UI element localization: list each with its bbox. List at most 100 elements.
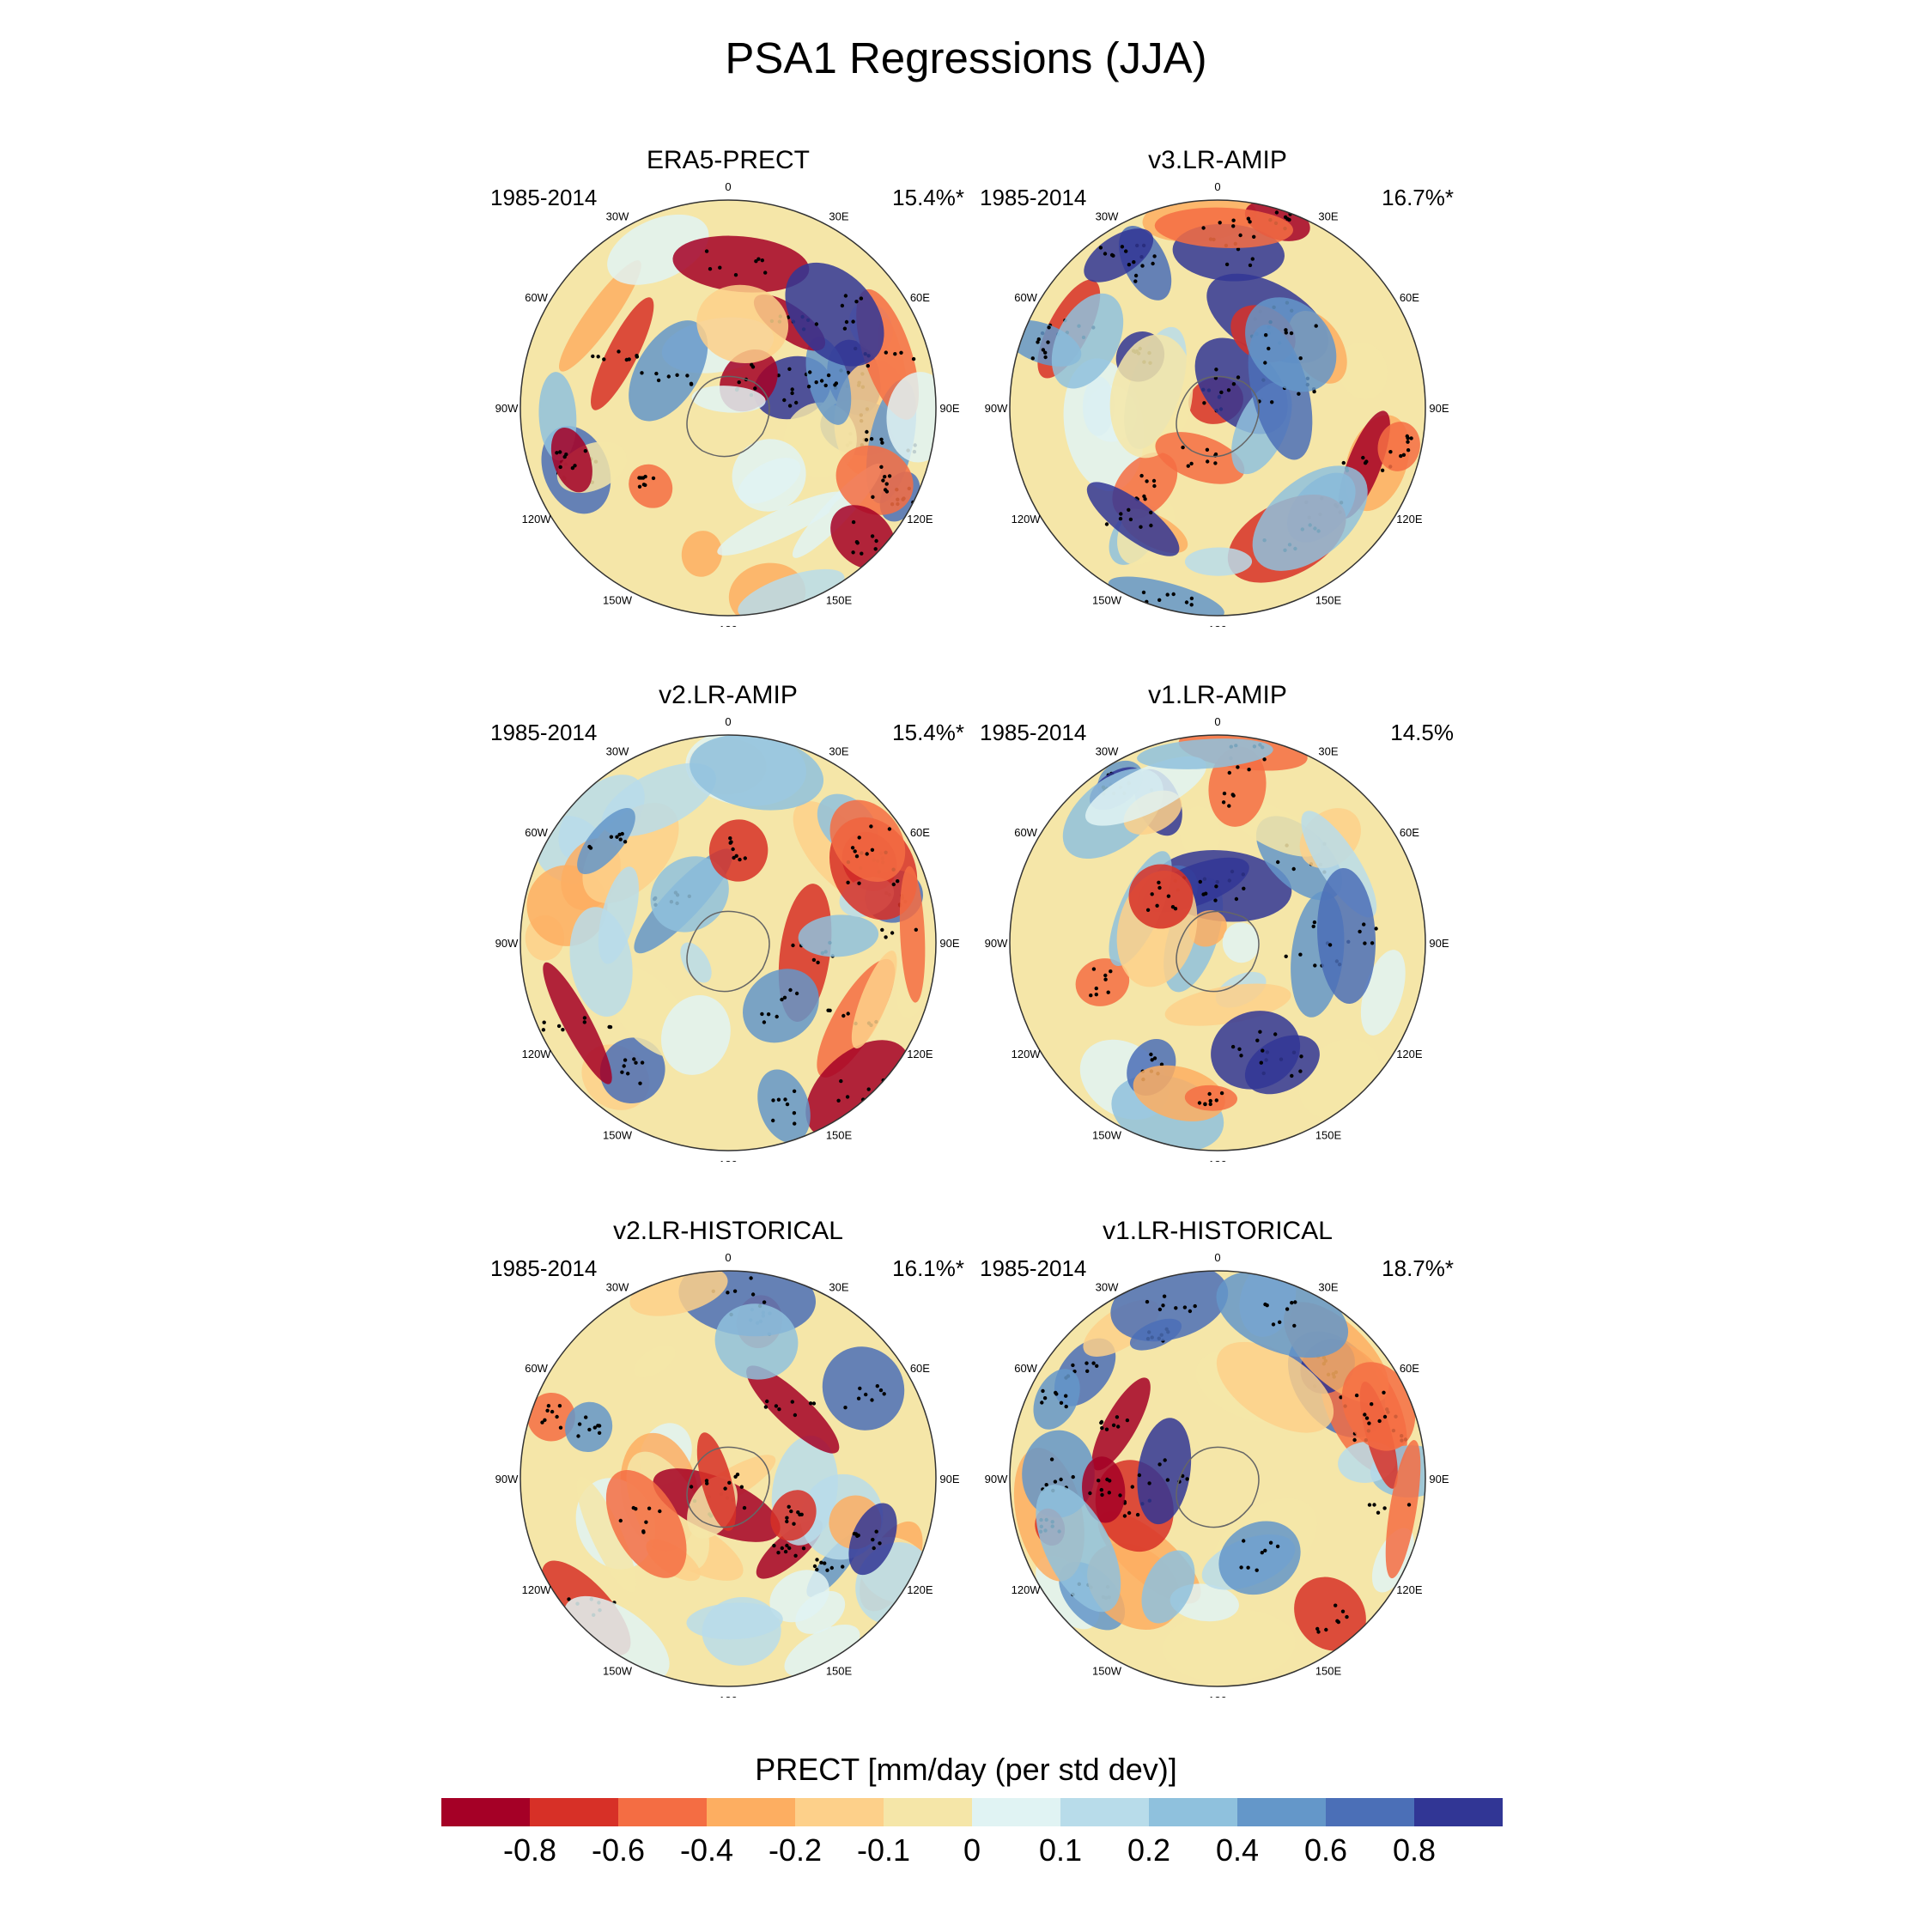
significance-stipple — [1298, 356, 1303, 361]
panel-title: v3.LR-AMIP — [1148, 146, 1287, 174]
significance-stipple — [878, 1541, 882, 1546]
longitude-label: 150W — [1092, 1664, 1122, 1677]
significance-stipple — [1341, 460, 1346, 465]
significance-stipple — [1162, 1294, 1167, 1298]
significance-stipple — [1382, 1414, 1388, 1419]
significance-stipple — [944, 928, 947, 932]
significance-stipple — [739, 1485, 744, 1489]
longitude-label: 180 — [1208, 1158, 1227, 1162]
significance-stipple — [811, 1401, 817, 1406]
significance-stipple — [726, 1291, 730, 1295]
significance-stipple — [615, 835, 619, 839]
significance-stipple — [814, 322, 819, 326]
significance-stipple — [1149, 523, 1153, 528]
significance-stipple — [1406, 440, 1410, 444]
significance-stipple — [1071, 1363, 1075, 1368]
significance-stipple — [1370, 1402, 1374, 1406]
significance-stipple — [815, 1558, 819, 1562]
significance-stipple — [760, 1012, 764, 1017]
significance-stipple — [1085, 1369, 1090, 1373]
longitude-label: 30E — [1318, 210, 1338, 223]
significance-stipple — [1103, 252, 1108, 256]
significance-stipple — [854, 300, 859, 304]
significance-stipple — [731, 847, 735, 852]
significance-stipple — [1149, 510, 1153, 515]
significance-stipple — [1226, 388, 1231, 392]
significance-stipple — [618, 1518, 623, 1523]
significance-stipple — [874, 1529, 878, 1534]
field-patch — [660, 994, 731, 1075]
significance-stipple — [658, 1509, 662, 1514]
longitude-label: 30E — [1318, 745, 1338, 758]
significance-stipple — [626, 1072, 630, 1076]
longitude-label: 120E — [907, 1583, 933, 1596]
significance-stipple — [1242, 886, 1246, 890]
significance-stipple — [1064, 1394, 1068, 1398]
significance-stipple — [618, 837, 623, 841]
figure-title: PSA1 Regressions (JJA) — [725, 33, 1207, 82]
significance-stipple — [1248, 220, 1252, 224]
significance-stipple — [1044, 1483, 1048, 1487]
significance-stipple — [635, 354, 639, 358]
field-patch — [1085, 756, 1206, 826]
significance-stipple — [1188, 1309, 1193, 1314]
colorbar-swatch — [1060, 1798, 1149, 1826]
field-patch — [1109, 334, 1194, 459]
field-patch — [605, 1470, 687, 1578]
significance-stipple — [1159, 1062, 1164, 1066]
significance-stipple — [879, 437, 884, 441]
significance-stipple — [727, 1480, 732, 1485]
map-panel: v1.LR-HISTORICAL 1985-2014 18.7%* 0 30E 60E 90… — [951, 1217, 1484, 1698]
panel-variance-percent: 15.4%* — [892, 720, 964, 745]
longitude-label: 90E — [1429, 402, 1449, 415]
significance-stipple — [1409, 436, 1413, 440]
significance-stipple — [794, 991, 799, 996]
longitude-label: 150E — [826, 593, 853, 606]
significance-stipple — [1185, 1477, 1189, 1481]
field-patch — [1385, 1440, 1421, 1579]
field-patch — [1033, 1369, 1080, 1430]
longitude-label: 150E — [1315, 1128, 1342, 1141]
field-patch — [559, 260, 641, 372]
significance-stipple — [1242, 1539, 1246, 1543]
field-patch — [691, 386, 766, 413]
significance-stipple — [1260, 1551, 1264, 1555]
significance-stipple — [737, 380, 741, 385]
significance-stipple — [1293, 1300, 1297, 1304]
significance-stipple — [1197, 1101, 1202, 1105]
significance-stipple — [708, 267, 713, 271]
significance-stipple — [890, 931, 895, 935]
longitude-label: 180 — [719, 623, 738, 627]
significance-stipple — [623, 840, 628, 844]
field-patch — [550, 427, 592, 493]
significance-stipple — [634, 1507, 638, 1511]
significance-stipple — [836, 1098, 841, 1103]
significance-stipple — [1364, 459, 1369, 464]
map-border — [1009, 734, 1426, 1151]
significance-stipple — [785, 1543, 789, 1548]
significance-stipple — [1152, 483, 1157, 489]
panel-period: 1985-2014 — [980, 1255, 1087, 1281]
significance-stipple — [1250, 257, 1255, 261]
significance-stipple — [647, 1506, 652, 1510]
panel-period: 1985-2014 — [490, 185, 598, 210]
significance-stipple — [1290, 1301, 1294, 1305]
significance-stipple — [582, 1020, 586, 1024]
significance-stipple — [887, 827, 892, 831]
longitude-label: 180 — [1208, 1694, 1227, 1698]
significance-stipple — [1316, 1630, 1321, 1634]
field-patch — [1338, 342, 1388, 399]
significance-stipple — [1118, 1493, 1122, 1498]
significance-stipple — [1207, 1091, 1212, 1097]
significance-stipple — [1239, 1054, 1243, 1058]
colorbar-tick-label: -0.1 — [856, 1832, 911, 1868]
significance-stipple — [1372, 1503, 1376, 1507]
significance-stipple — [1361, 455, 1365, 460]
significance-stipple — [1262, 757, 1267, 762]
significance-stipple — [1139, 473, 1144, 478]
field-patch — [1163, 1608, 1296, 1682]
panel-variance-percent: 18.7%* — [1382, 1255, 1454, 1281]
longitude-label: 60W — [1014, 1362, 1037, 1375]
significance-stipple — [1214, 1098, 1218, 1103]
significance-stipple — [1203, 1102, 1207, 1107]
